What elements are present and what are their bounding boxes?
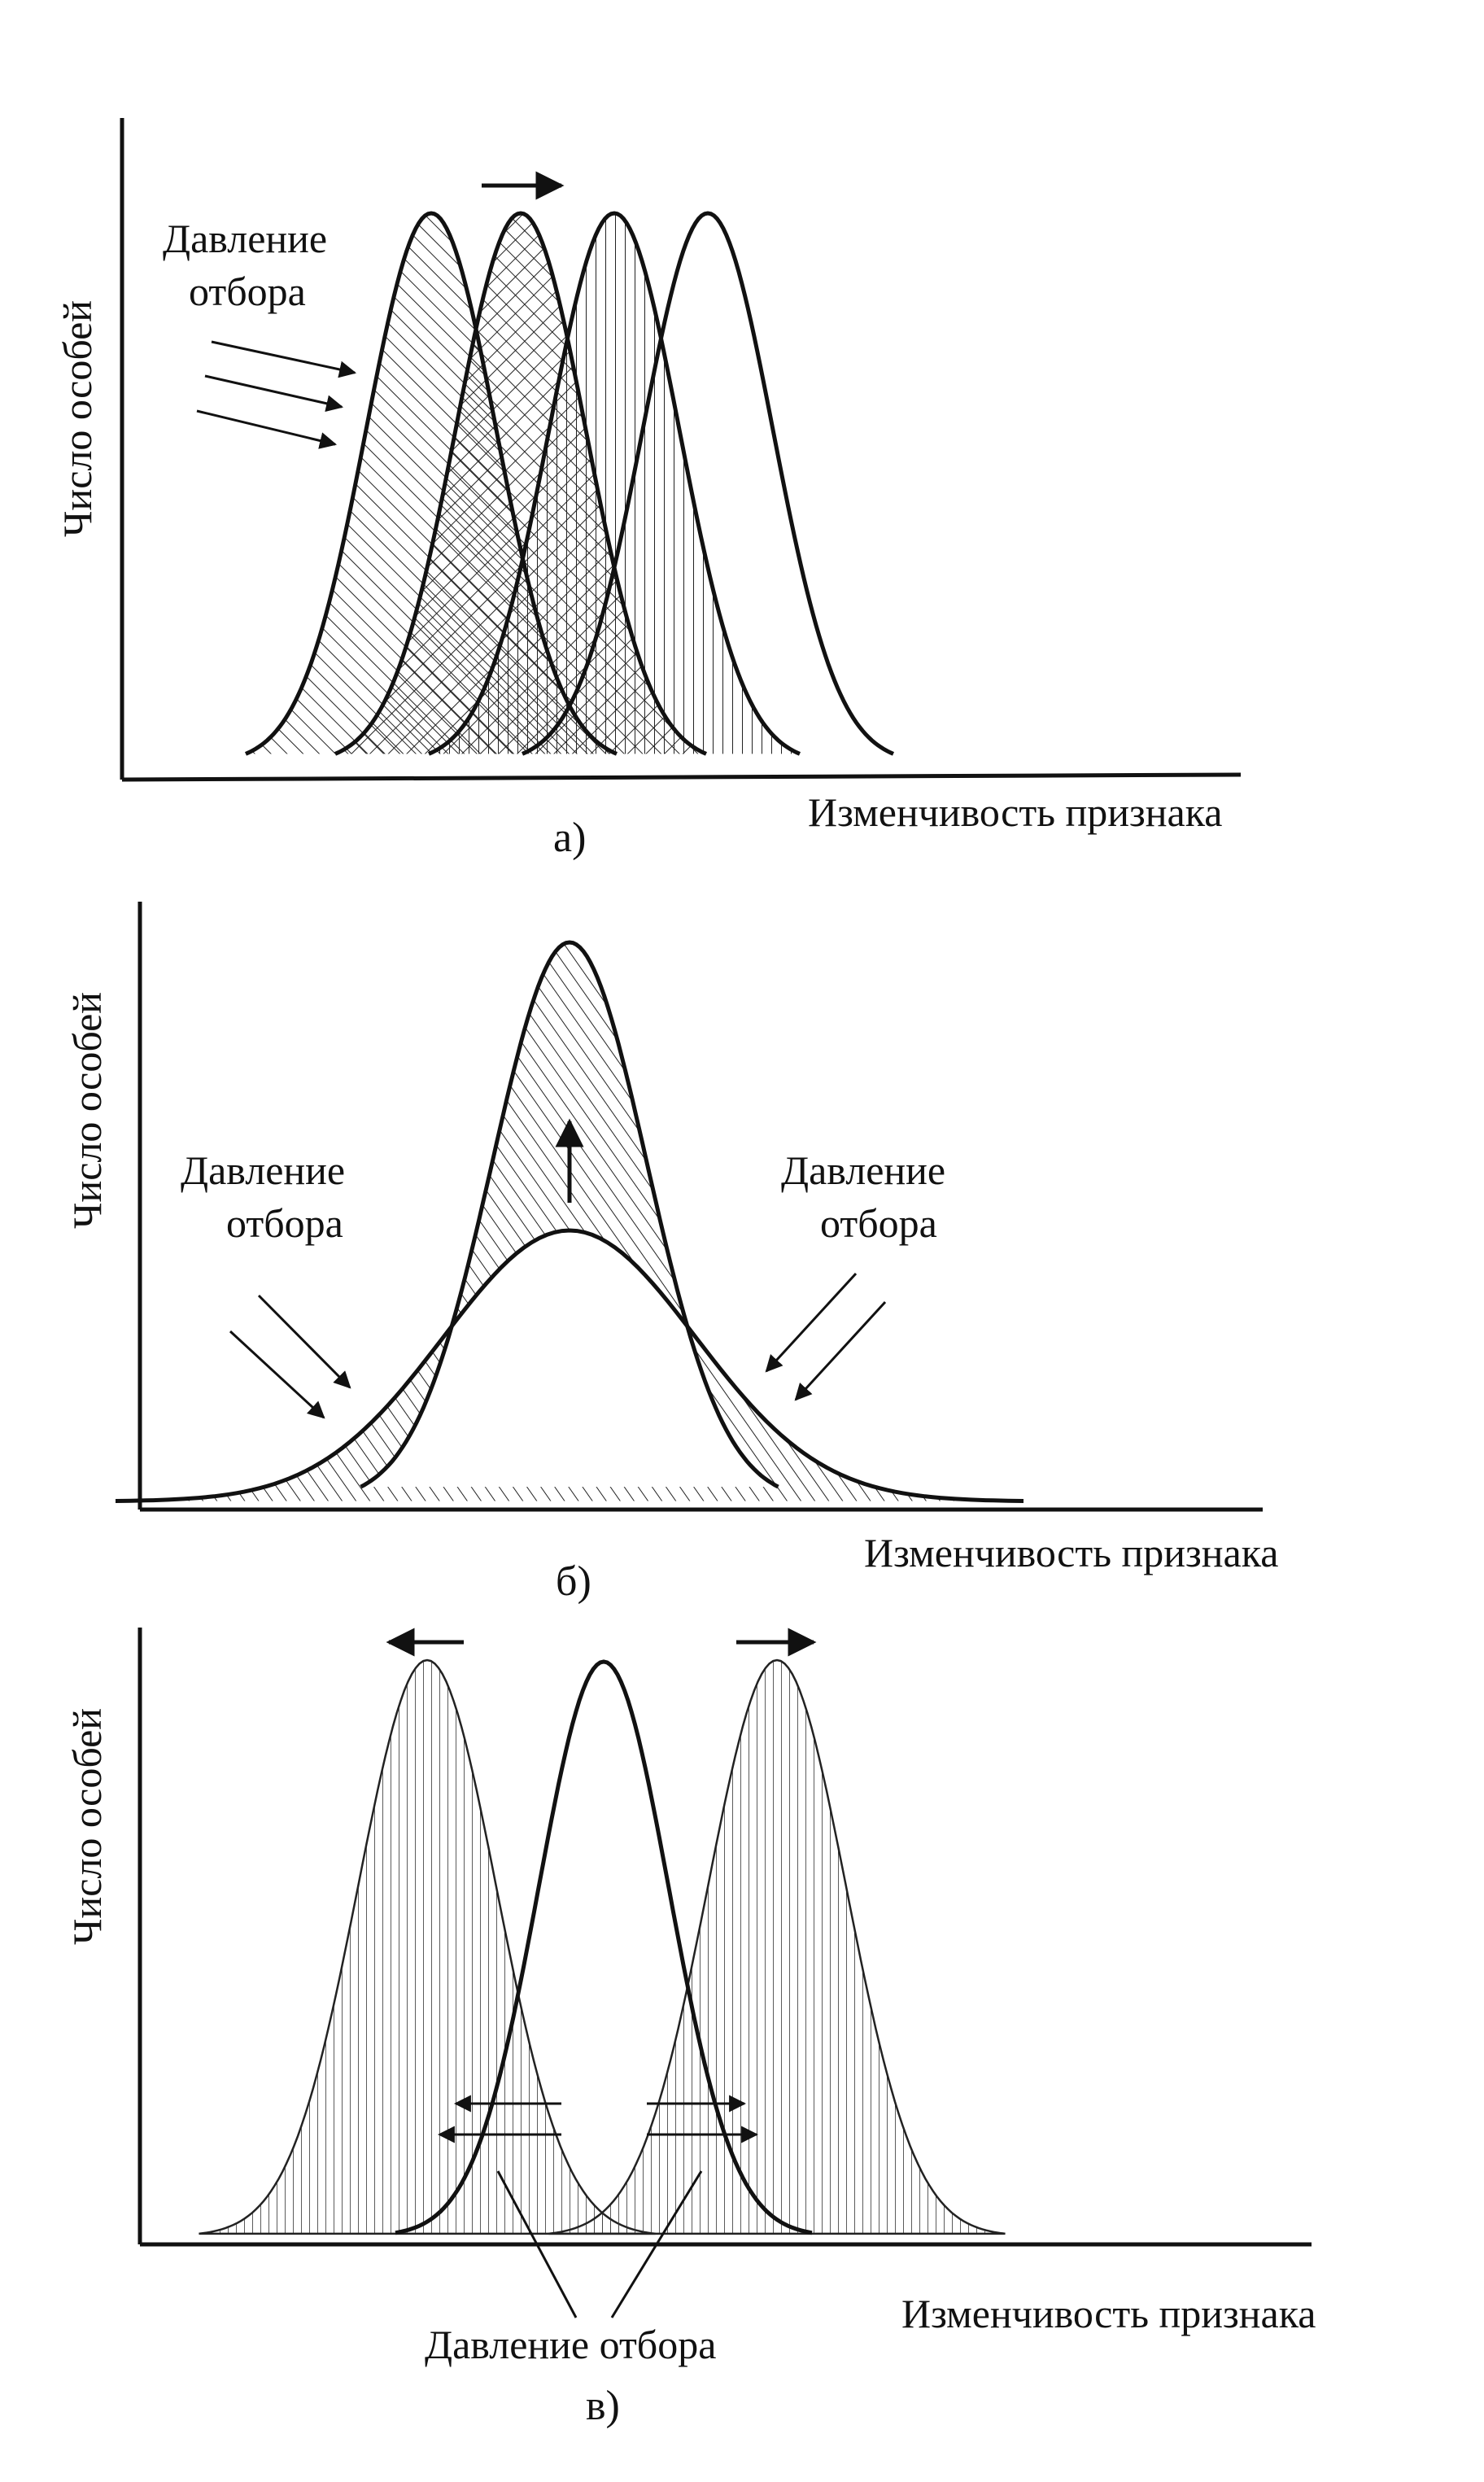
panel-a-x-axis: [121, 772, 1242, 782]
panel-b-pressure-left-line1: Давление: [181, 1147, 345, 1193]
panel-a-x-axis-label: Изменчивость признака: [808, 789, 1222, 835]
panel-a-pressure-arrows: [196, 340, 357, 449]
panel-c-x-axis-label: Изменчивость признака: [901, 2291, 1316, 2336]
panel-b-stabilizing-selection: Давление отбора Давление отбора Число ос…: [64, 902, 1278, 1605]
panel-b-label: б): [556, 1558, 591, 1605]
panel-c-pressure-arrows: [437, 2095, 759, 2318]
panel-c-left-distribution: [199, 1658, 656, 2235]
panel-c-label: в): [586, 2383, 620, 2429]
panel-a-pressure-label-line1: Давление: [163, 216, 327, 261]
panel-b-y-axis-label: Число особей: [64, 992, 110, 1229]
panel-a-pressure-label-line2: отбора: [189, 269, 306, 314]
panel-b-pressure-right-line1: Давление: [781, 1147, 945, 1193]
panel-a-curve-2-outline: [334, 211, 708, 756]
panel-b-pressure-left-line2: отбора: [226, 1200, 343, 1246]
panel-c-disruptive-selection: Давление отбора Число особей Изменчивост…: [64, 1628, 1316, 2429]
panel-a-curve-1-outline: [244, 211, 618, 756]
panel-b-eliminated-tails: [116, 942, 1024, 1501]
panel-b-pressure-right-line2: отбора: [820, 1200, 937, 1246]
panel-b-stabilized-distribution: [360, 940, 779, 1489]
panel-a-curve-3-outline: [427, 211, 801, 756]
panel-c-pressure-label: Давление отбора: [425, 2322, 716, 2367]
panel-c-y-axis-label: Число особей: [64, 1708, 110, 1945]
panel-b-original-distribution: [115, 1228, 1024, 1503]
panel-c-original-distribution: [395, 1659, 813, 2235]
panel-a-y-axis-label: Число особей: [55, 300, 100, 537]
panel-a-label: а): [553, 815, 586, 861]
panel-a-curve-4-outline: [521, 211, 895, 756]
panel-b-pressure-arrows-right: [765, 1272, 887, 1401]
panel-b-x-axis-label: Изменчивость признака: [864, 1530, 1278, 1575]
panel-a-directional-selection: Давление отбора Число особей Изменчивост…: [55, 118, 1242, 861]
panel-a-curve-3: [429, 213, 800, 754]
panel-c-right-distribution: [548, 1658, 1006, 2235]
panel-b-pressure-arrows-left: [229, 1294, 351, 1419]
